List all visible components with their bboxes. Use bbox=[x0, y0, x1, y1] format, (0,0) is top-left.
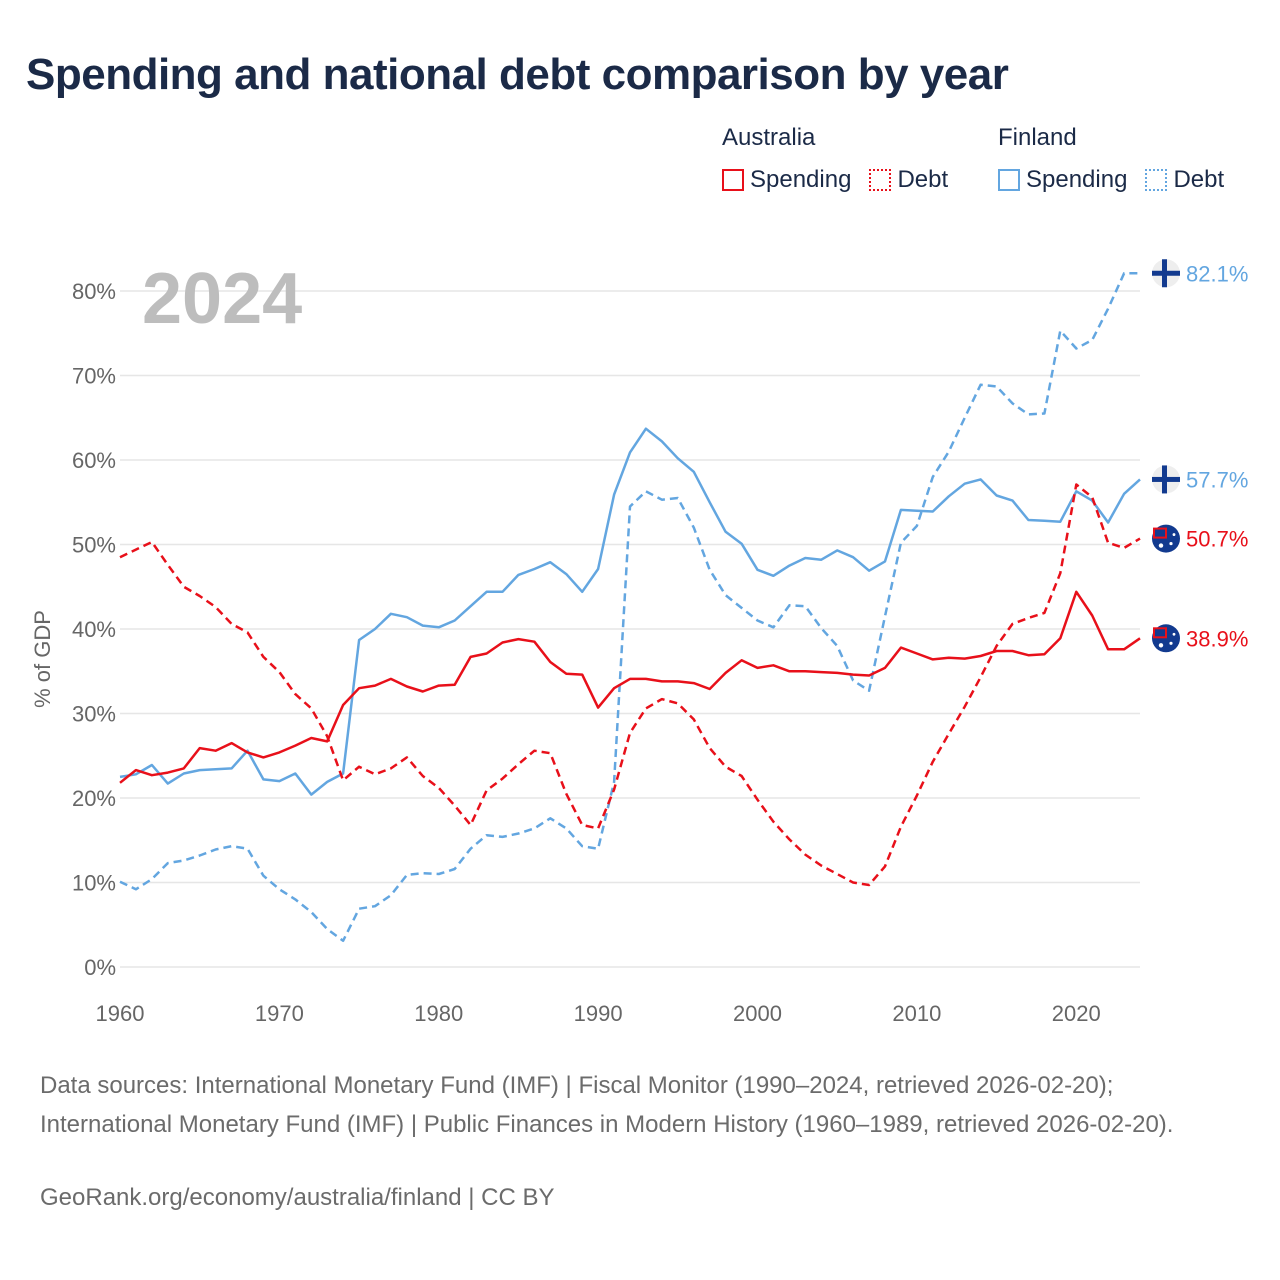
x-tick-label: 1960 bbox=[96, 1001, 145, 1026]
australia-flag-icon bbox=[1152, 624, 1180, 653]
finland-flag-icon bbox=[1152, 259, 1180, 288]
x-tick-label: 1980 bbox=[414, 1001, 463, 1026]
x-tick-label: 1990 bbox=[574, 1001, 623, 1026]
x-tick-label: 1970 bbox=[255, 1001, 304, 1026]
y-tick-label: 50% bbox=[72, 533, 116, 558]
x-tick-label: 2010 bbox=[892, 1001, 941, 1026]
end-value-label: 38.9% bbox=[1186, 626, 1248, 651]
legend-australia-spending-label: Spending bbox=[750, 166, 852, 193]
legend-australia: Australia Spending Debt bbox=[722, 124, 966, 194]
grid-lines bbox=[120, 290, 1140, 968]
credit-link[interactable]: GeoRank.org/economy/australia/finland | … bbox=[40, 1184, 555, 1211]
y-tick-label: 10% bbox=[72, 871, 116, 896]
solid-blue-swatch-icon bbox=[998, 169, 1020, 191]
legend-finland-debt[interactable]: Debt bbox=[1145, 166, 1224, 194]
legend-finland: Finland Spending Debt bbox=[998, 124, 1242, 194]
legend-finland-spending-label: Spending bbox=[1026, 166, 1128, 193]
end-value-label: 50.7% bbox=[1186, 527, 1248, 552]
line-chart: 0% 10% 20% 30% 40% 50% 60% 70% 80% 1960 1970 1980 19… bbox=[30, 259, 1248, 1026]
finland-flag-icon bbox=[1152, 465, 1180, 494]
legend-australia-debt[interactable]: Debt bbox=[869, 166, 948, 194]
chart-title: Spending and national debt comparison by… bbox=[26, 50, 1009, 99]
series-line-australia-spending[interactable] bbox=[119, 590, 1141, 784]
dotted-red-swatch-icon bbox=[869, 169, 892, 191]
end-markers: 82.1% 57.7% 50.7% 38.9% bbox=[1152, 259, 1248, 653]
series-lines bbox=[119, 272, 1141, 943]
dotted-blue-swatch-icon bbox=[1145, 169, 1168, 191]
axes: 0% 10% 20% 30% 40% 50% 60% 70% 80% 1960 1970 1980 19… bbox=[30, 279, 1101, 1026]
legend-finland-debt-label: Debt bbox=[1173, 166, 1225, 193]
solid-red-swatch-icon bbox=[722, 169, 744, 191]
series-line-finland-spending[interactable] bbox=[119, 427, 1141, 796]
x-tick-label: 2020 bbox=[1052, 1001, 1101, 1026]
legend-australia-spending[interactable]: Spending bbox=[722, 166, 851, 194]
legend-australia-title: Australia bbox=[722, 124, 816, 151]
year-watermark: 2024 bbox=[142, 259, 303, 339]
legend-finland-title: Finland bbox=[998, 124, 1077, 151]
data-sources: Data sources: International Monetary Fun… bbox=[40, 1072, 1174, 1138]
y-tick-label: 30% bbox=[72, 702, 116, 727]
x-tick-label: 2000 bbox=[733, 1001, 782, 1026]
y-tick-label: 0% bbox=[84, 955, 116, 980]
series-line-australia-debt[interactable] bbox=[119, 483, 1141, 887]
end-value-label: 57.7% bbox=[1186, 467, 1248, 492]
y-tick-label: 70% bbox=[72, 364, 116, 389]
legend-australia-debt-label: Debt bbox=[897, 166, 949, 193]
y-tick-label: 80% bbox=[72, 279, 116, 304]
legend-finland-spending[interactable]: Spending bbox=[998, 166, 1127, 194]
end-value-label: 82.1% bbox=[1186, 261, 1248, 286]
y-axis-label: % of GDP bbox=[30, 610, 55, 708]
y-tick-label: 60% bbox=[72, 448, 116, 473]
y-tick-label: 40% bbox=[72, 617, 116, 642]
y-tick-label: 20% bbox=[72, 786, 116, 811]
australia-flag-icon bbox=[1152, 524, 1180, 553]
series-line-finland-debt[interactable] bbox=[119, 272, 1140, 943]
